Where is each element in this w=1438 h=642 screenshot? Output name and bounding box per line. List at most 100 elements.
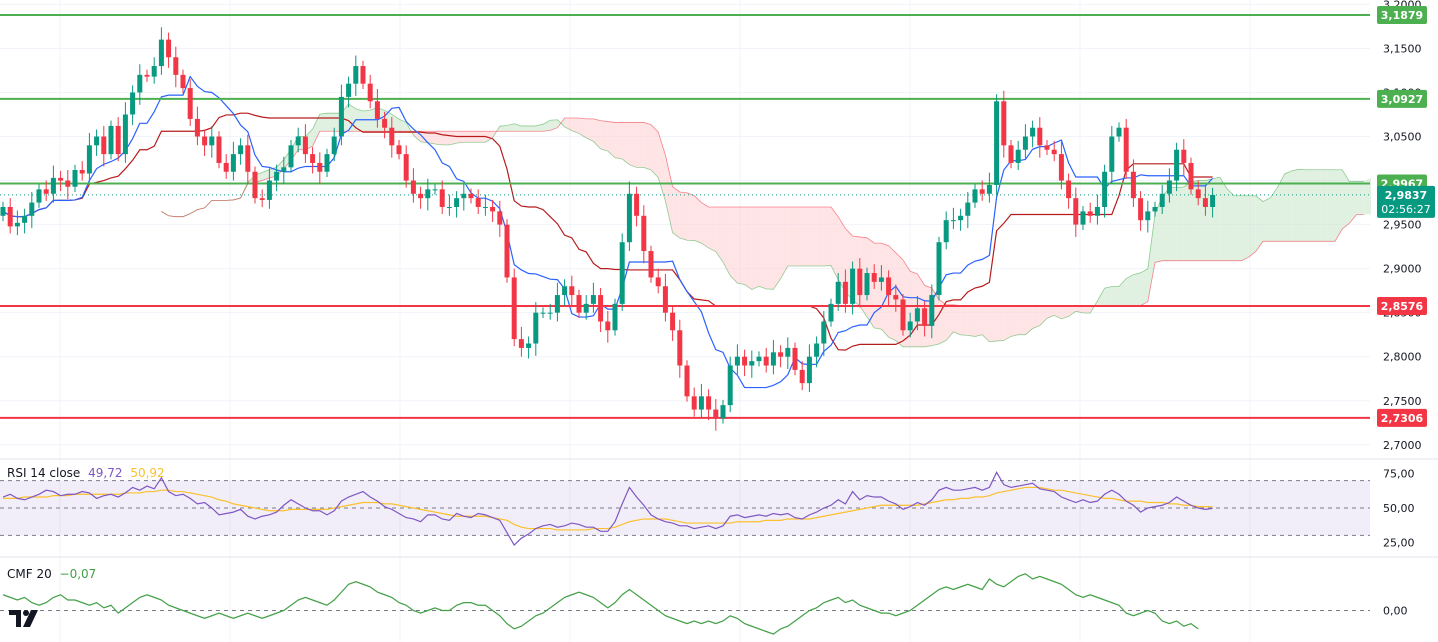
cloud-segment-bull: [535, 124, 543, 132]
candle-body: [403, 154, 409, 181]
candle-body: [857, 268, 863, 296]
candle: [439, 180, 445, 215]
candle: [72, 164, 78, 193]
candle-body: [878, 277, 884, 282]
candle: [187, 79, 193, 126]
candle-body: [1037, 127, 1043, 146]
candle: [526, 336, 532, 359]
cloud-segment-bear: [1061, 306, 1069, 319]
candle: [569, 275, 575, 308]
candle-body: [43, 189, 49, 194]
cmf-legend-name: CMF 20: [7, 567, 52, 581]
candle: [223, 154, 229, 179]
candle: [461, 183, 467, 211]
cloud-segment-bear: [571, 118, 579, 134]
candle: [468, 188, 474, 204]
candle-body: [533, 312, 539, 344]
candle: [180, 69, 186, 94]
candle-body: [799, 369, 805, 384]
candle-body: [1094, 206, 1100, 216]
cloud-segment-bull: [1126, 274, 1134, 307]
cloud-segment-bull: [1313, 169, 1321, 242]
cloud-segment-bear: [665, 155, 673, 233]
candle-body: [662, 286, 668, 313]
candle-body: [734, 356, 740, 366]
candle: [1174, 142, 1180, 192]
candle: [1159, 184, 1165, 215]
cloud-segment-bull: [1241, 195, 1249, 261]
current-price-tag: [1377, 185, 1435, 218]
price-tick-label: 3,0500: [1383, 131, 1422, 144]
cloud-segment-bear: [629, 122, 637, 168]
cloud-segment-bear: [1083, 306, 1091, 314]
cloud-segment-bear: [708, 206, 716, 252]
cmf-legend[interactable]: CMF 20 −0,07: [7, 567, 100, 581]
cloud-segment-bull: [1284, 170, 1292, 242]
candle-body: [101, 136, 107, 155]
cloud-segment-bear: [888, 245, 896, 341]
candle: [641, 205, 647, 264]
rsi-tick-label: 25,00: [1383, 536, 1415, 549]
candle-body: [1073, 198, 1079, 225]
candle-body: [446, 206, 452, 208]
cloud-segment-bear: [723, 206, 731, 276]
candle-body: [65, 180, 71, 187]
cloud-segment-bear: [636, 122, 644, 168]
candle-body: [713, 409, 719, 419]
candle: [1051, 140, 1057, 162]
cloud-segment-bear: [859, 236, 867, 317]
candle: [353, 55, 359, 97]
candle-body: [122, 114, 128, 155]
cloud-segment-bear: [442, 131, 450, 145]
candle: [763, 347, 769, 373]
candle-body: [396, 145, 402, 155]
cloud-segment-bull: [1270, 187, 1278, 242]
candle-body: [108, 125, 114, 155]
candle: [734, 344, 740, 375]
candle-body: [886, 277, 892, 296]
candle-body: [216, 136, 222, 163]
candle: [274, 164, 280, 192]
candle: [194, 106, 200, 146]
candle: [310, 147, 316, 174]
candle: [619, 233, 625, 311]
candle: [166, 32, 172, 68]
candle: [410, 168, 416, 203]
candle: [1022, 124, 1028, 159]
candle: [151, 57, 157, 84]
cloud-segment-bear: [766, 206, 774, 290]
rsi-band-fill: [0, 480, 1370, 536]
candle: [929, 284, 935, 339]
candle-body: [151, 66, 157, 77]
candle-body: [274, 171, 280, 181]
candle-body: [504, 224, 510, 278]
candle-body: [187, 88, 193, 119]
candle-body: [1152, 206, 1158, 212]
cloud-segment-bull: [1255, 195, 1263, 252]
candle-body: [850, 268, 856, 304]
candle-body: [1145, 211, 1151, 221]
candle-body: [1058, 154, 1064, 181]
tradingview-logo-icon[interactable]: [8, 606, 44, 630]
candle: [317, 152, 323, 185]
candle-body: [94, 136, 100, 146]
candle-body: [979, 189, 985, 194]
candle: [684, 360, 690, 402]
candle-body: [677, 330, 683, 366]
rsi-legend[interactable]: RSI 14 close 49,72 50,92: [7, 466, 169, 480]
cloud-segment-bull: [1363, 177, 1371, 215]
candle: [238, 138, 244, 165]
candle: [122, 102, 128, 163]
cloud-segment-bear: [1003, 306, 1011, 341]
candle-body: [482, 206, 488, 208]
candle-body: [382, 118, 388, 128]
candle-body: [238, 145, 244, 155]
price-tick-label: 3,1500: [1383, 42, 1422, 55]
candle: [1080, 206, 1086, 230]
candle: [590, 282, 596, 313]
candle-body: [173, 57, 179, 75]
candle: [756, 351, 762, 367]
candle-body: [835, 281, 841, 304]
candle: [511, 268, 517, 347]
